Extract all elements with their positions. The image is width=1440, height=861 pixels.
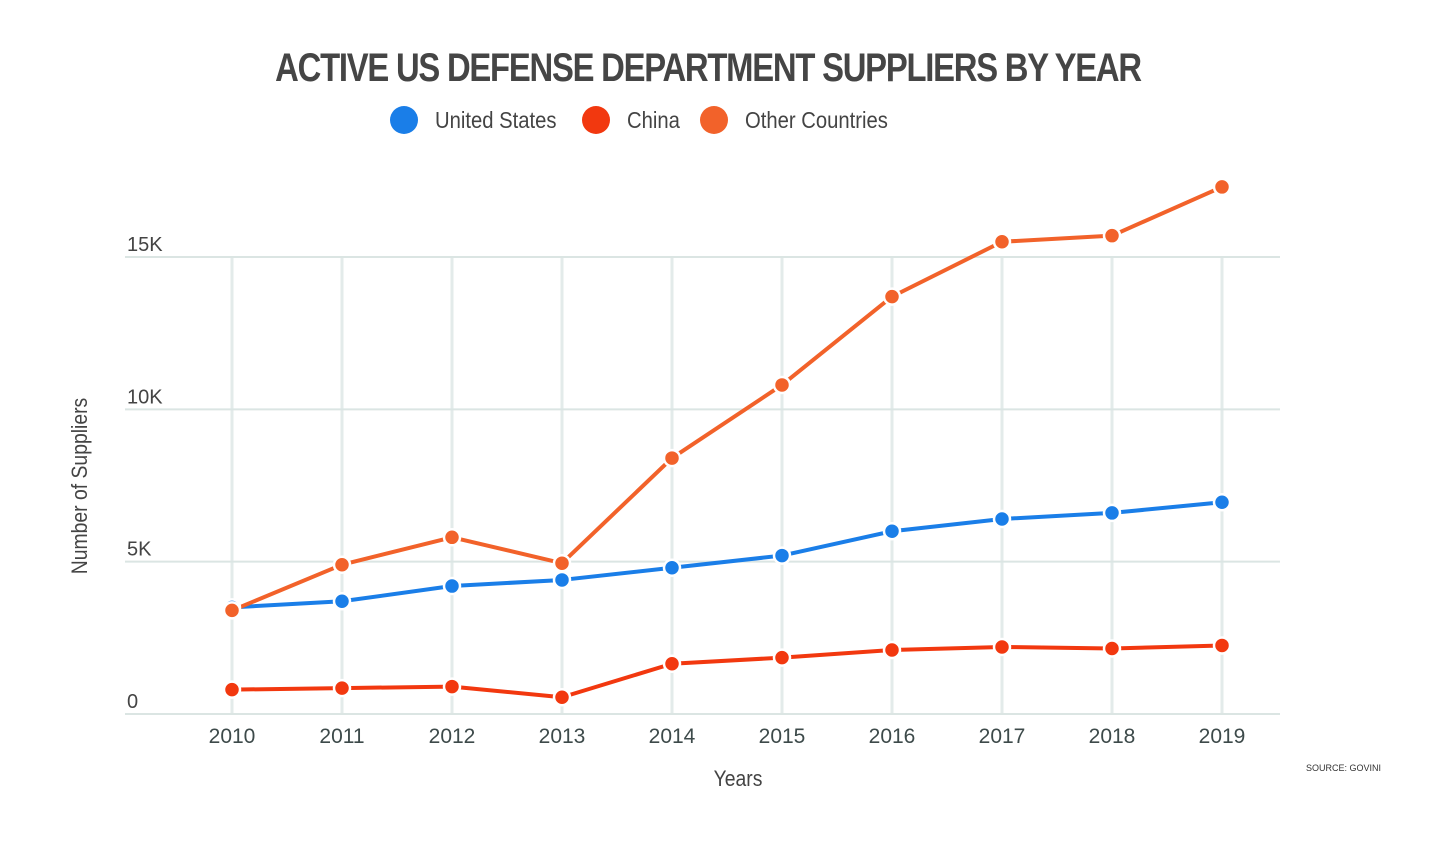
data-point-china: [1212, 636, 1232, 655]
data-point-united-states: [442, 576, 462, 596]
series-line-united-states: [231, 500, 1223, 610]
y-tick-label: 0: [127, 691, 138, 713]
data-point-china: [882, 640, 902, 660]
data-point-china: [1102, 639, 1122, 658]
series-line-china: [231, 643, 1223, 700]
legend-item-united-states: United States: [390, 106, 573, 134]
data-point-united-states: [772, 546, 792, 565]
data-point-other-countries: [332, 555, 352, 574]
data-point-united-states: [992, 509, 1012, 529]
data-point-china: [222, 680, 242, 699]
data-point-united-states: [882, 521, 902, 541]
data-point-china: [442, 677, 462, 696]
data-point-china: [662, 654, 682, 673]
x-tick-label: 2014: [649, 725, 696, 748]
x-tick-label: 2012: [429, 725, 476, 748]
data-point-united-states: [332, 592, 352, 611]
data-point-other-countries: [442, 528, 462, 547]
x-axis-label: Years: [713, 766, 763, 791]
chart-title: ACTIVE US DEFENSE DEPARTMENT SUPPLIERS B…: [275, 46, 1142, 90]
x-tick-label: 2011: [319, 725, 364, 748]
data-point-china: [772, 648, 792, 667]
data-point-china: [552, 687, 572, 707]
legend-item-other-countries: Other Countries: [700, 106, 907, 134]
x-tick-label: 2010: [209, 725, 256, 748]
legend-label-china: China: [627, 106, 680, 133]
data-point-united-states: [552, 570, 572, 590]
y-tick-label: 5K: [127, 539, 152, 561]
legend-marker-united-states: [390, 106, 418, 134]
data-point-united-states: [1102, 503, 1122, 523]
data-point-other-countries: [992, 232, 1012, 252]
data-point-china: [332, 678, 352, 698]
data-point-other-countries: [222, 601, 242, 620]
data-point-other-countries: [1102, 226, 1122, 245]
legend-label-other-countries: Other Countries: [745, 106, 888, 133]
x-tick-label: 2019: [1199, 725, 1246, 748]
y-tick-label: 10K: [127, 386, 163, 408]
legend-item-china: China: [582, 106, 687, 134]
x-tick-label: 2015: [759, 725, 806, 748]
data-point-other-countries: [772, 375, 792, 395]
x-tick-label: 2018: [1089, 725, 1136, 748]
x-tick-label: 2017: [979, 725, 1026, 748]
data-point-united-states: [662, 558, 682, 578]
data-point-china: [992, 637, 1012, 657]
y-tick-label: 15K: [127, 234, 163, 256]
legend-marker-china: [582, 106, 610, 134]
source-note: SOURCE: GOVINI: [1306, 763, 1382, 773]
data-point-united-states: [1212, 493, 1232, 512]
x-tick-label: 2016: [869, 725, 916, 748]
data-point-other-countries: [1212, 177, 1232, 197]
data-point-other-countries: [552, 553, 572, 573]
legend-label-united-states: United States: [435, 106, 557, 133]
series-line-other-countries: [231, 185, 1223, 613]
data-point-other-countries: [882, 287, 902, 306]
data-point-other-countries: [662, 448, 682, 468]
legend-marker-other-countries: [700, 106, 728, 134]
x-tick-label: 2013: [539, 725, 586, 748]
y-axis-label: Number of Suppliers: [67, 397, 92, 575]
